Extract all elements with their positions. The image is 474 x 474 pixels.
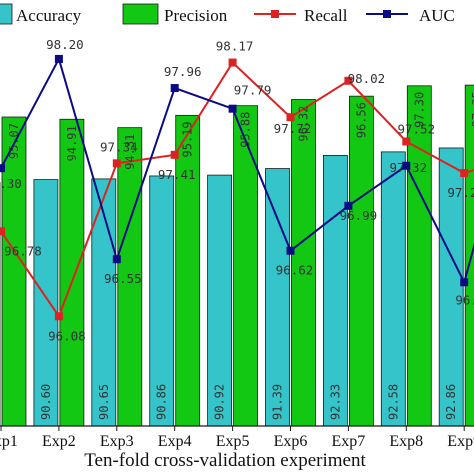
recall-value-label: 96.78 xyxy=(4,243,42,258)
x-tick-label: Exp9 xyxy=(447,433,474,450)
x-tick-label: Exp4 xyxy=(158,433,192,450)
auc-point xyxy=(54,54,63,63)
accuracy-value-label: 90.86 xyxy=(155,384,169,420)
recall-point xyxy=(402,137,411,146)
precision-bar xyxy=(348,95,374,427)
recall-value-label: 96.08 xyxy=(48,328,86,343)
auc-point xyxy=(228,104,237,113)
recall-point xyxy=(460,169,469,178)
accuracy-value-label: 91.39 xyxy=(271,384,285,420)
recall-value-label: 97.41 xyxy=(158,167,196,182)
recall-point xyxy=(228,58,237,67)
legend-label-accuracy: Accuracy xyxy=(16,6,82,25)
auc-value-label: 97.96 xyxy=(164,64,202,79)
precision-bar xyxy=(406,85,432,427)
recall-value-label: 97.34 xyxy=(100,139,138,154)
legend-marker-auc xyxy=(383,10,391,18)
recall-point xyxy=(0,227,5,236)
precision-value-label: 95.07 xyxy=(7,123,21,159)
auc-point xyxy=(460,278,469,287)
accuracy-value-label: 92.33 xyxy=(328,384,342,420)
auc-value-label: 97.79 xyxy=(234,83,272,98)
precision-bar xyxy=(59,118,85,427)
recall-point xyxy=(286,113,295,122)
precision-value-label: 95.19 xyxy=(181,121,195,157)
accuracy-value-label: 92.86 xyxy=(444,384,458,420)
auc-value-label: 98.20 xyxy=(46,37,84,52)
x-tick-label: Exp5 xyxy=(216,433,250,450)
legend-swatch-precision xyxy=(122,3,159,25)
precision-bar xyxy=(464,84,474,427)
bars-layer xyxy=(0,84,474,427)
auc-value-label: 96.62 xyxy=(276,263,314,278)
legend-marker-recall xyxy=(271,10,279,18)
recall-value-label: 97.26 xyxy=(447,185,474,200)
precision-value-label: 94.31 xyxy=(123,134,137,170)
recall-point xyxy=(112,159,121,168)
accuracy-bar xyxy=(438,147,464,427)
recall-value-label: 98.17 xyxy=(216,39,254,54)
accuracy-value-label: 90.92 xyxy=(213,384,227,420)
legend-swatch-accuracy xyxy=(0,3,13,25)
recall-value-label: 97.52 xyxy=(397,121,435,136)
legend-label-auc: AUC xyxy=(419,6,455,25)
legend-label-recall: Recall xyxy=(304,6,348,25)
recall-point xyxy=(54,312,63,321)
precision-value-label: 97.35 xyxy=(470,91,474,127)
recall-point xyxy=(170,150,179,159)
accuracy-value-label: 90.65 xyxy=(97,384,111,420)
recall-line xyxy=(0,60,474,319)
x-axis: Exp1Exp2Exp3Exp4Exp5Exp6Exp7Exp8Exp9Exp1… xyxy=(0,425,474,450)
recall-point xyxy=(344,76,353,85)
accuracy-value-label: 90.60 xyxy=(39,384,53,420)
x-tick-label: Exp3 xyxy=(100,433,134,450)
accuracy-bar xyxy=(33,179,59,427)
legend: Accuracy Precision Recall AUC xyxy=(0,3,455,25)
precision-value-label: 96.32 xyxy=(297,106,311,142)
precision-bar xyxy=(175,114,201,427)
auc-point xyxy=(344,201,353,210)
auc-value-label: 96.36 xyxy=(455,292,474,307)
legend-label-precision: Precision xyxy=(164,6,228,25)
auc-point xyxy=(402,161,411,170)
precision-value-label: 96.56 xyxy=(354,102,368,138)
precision-bar xyxy=(233,105,259,427)
recall-value-label: 98.02 xyxy=(348,71,386,86)
lines-layer xyxy=(0,54,474,321)
x-tick-label: Exp7 xyxy=(332,433,366,450)
accuracy-bar xyxy=(207,174,233,427)
precision-value-label: 97.30 xyxy=(412,92,426,128)
accuracy-bar xyxy=(322,154,348,427)
recall-value-label: 97.72 xyxy=(274,121,312,136)
precision-value-label: 95.88 xyxy=(239,112,253,148)
precision-bar xyxy=(1,116,27,427)
auc-line xyxy=(0,56,474,286)
value-labels-layer: 95.07 90.60 94.91 90.65 94.31 90.86 95.19 90.92… xyxy=(0,37,474,420)
accuracy-bar xyxy=(380,151,406,427)
accuracy-value-label: 92.58 xyxy=(386,384,400,420)
auc-point xyxy=(112,255,121,264)
auc-point xyxy=(0,164,5,173)
x-tick-label: Exp2 xyxy=(42,433,76,450)
x-axis-title: Ten-fold cross-validation experiment xyxy=(84,450,366,471)
auc-value-label: 97.32 xyxy=(389,160,427,175)
x-tick-label: Exp1 xyxy=(0,433,18,450)
x-tick-label: Exp6 xyxy=(274,433,308,450)
precision-value-label: 94.91 xyxy=(65,125,79,161)
auc-value-label: 97.30 xyxy=(0,176,22,191)
auc-point xyxy=(170,84,179,93)
auc-value-label: 96.55 xyxy=(104,271,142,286)
auc-value-label: 96.99 xyxy=(340,208,378,223)
auc-point xyxy=(286,246,295,255)
x-tick-label: Exp8 xyxy=(389,433,423,450)
accuracy-bar xyxy=(265,168,290,427)
